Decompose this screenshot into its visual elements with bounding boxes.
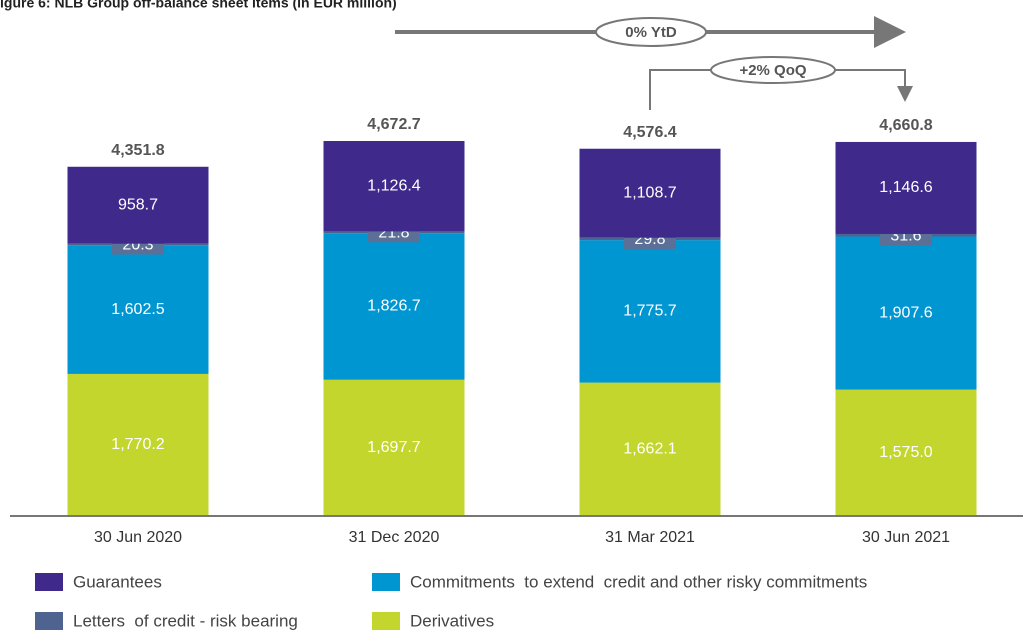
value-label: 1,146.6 — [879, 179, 932, 196]
legend-swatch — [372, 612, 400, 630]
bar-segment — [579, 382, 721, 516]
legend-label: Derivatives — [410, 611, 494, 630]
ytd-badge — [595, 17, 707, 47]
value-label: 1,826.7 — [367, 298, 420, 315]
ytd-annotation: 0% YtD — [625, 24, 677, 41]
x-tick-label: 31 Dec 2020 — [349, 529, 440, 546]
bar-segment — [67, 245, 209, 374]
value-label: 1,662.1 — [623, 441, 676, 458]
value-label: 1,697.7 — [367, 439, 420, 456]
total-label: 4,660.8 — [879, 117, 932, 134]
value-label: 1,907.6 — [879, 304, 932, 321]
bar-segment — [67, 166, 209, 244]
legend-swatch — [35, 612, 63, 630]
total-label: 4,576.4 — [623, 124, 676, 141]
value-label: 1,126.4 — [367, 177, 420, 194]
chart-title: igure 6: NLB Group off-balance sheet ite… — [0, 0, 397, 11]
legend-label: Guarantees — [73, 572, 162, 591]
bar-segment — [835, 141, 977, 234]
bar-segment — [323, 233, 465, 380]
x-tick-label: 31 Mar 2021 — [605, 529, 695, 546]
qoq-annotation: +2% QoQ — [739, 62, 806, 79]
legend-label: Commitments to extend credit and other r… — [410, 572, 867, 591]
bar-segment — [835, 389, 977, 516]
legend-label: Letters of credit - risk bearing — [73, 611, 298, 630]
value-label: 958.7 — [118, 196, 158, 213]
value-label: 1,602.5 — [111, 301, 164, 318]
value-label: 1,775.7 — [623, 303, 676, 320]
legend-swatch — [372, 573, 400, 591]
bar-segment — [323, 379, 465, 516]
bar-segment — [67, 373, 209, 516]
total-label: 4,672.7 — [367, 116, 420, 133]
x-tick-label: 30 Jun 2021 — [862, 529, 950, 546]
value-label: 1,575.0 — [879, 444, 932, 461]
bar-segment — [579, 240, 721, 383]
qoq-badge — [710, 56, 836, 84]
bar-segment — [835, 236, 977, 390]
bar-segment — [323, 141, 465, 232]
x-tick-label: 30 Jun 2020 — [94, 529, 182, 546]
bar-segment — [579, 148, 721, 238]
value-label: 1,770.2 — [111, 436, 164, 453]
legend-swatch — [35, 573, 63, 591]
total-label: 4,351.8 — [111, 142, 164, 159]
value-label: 1,108.7 — [623, 184, 676, 201]
